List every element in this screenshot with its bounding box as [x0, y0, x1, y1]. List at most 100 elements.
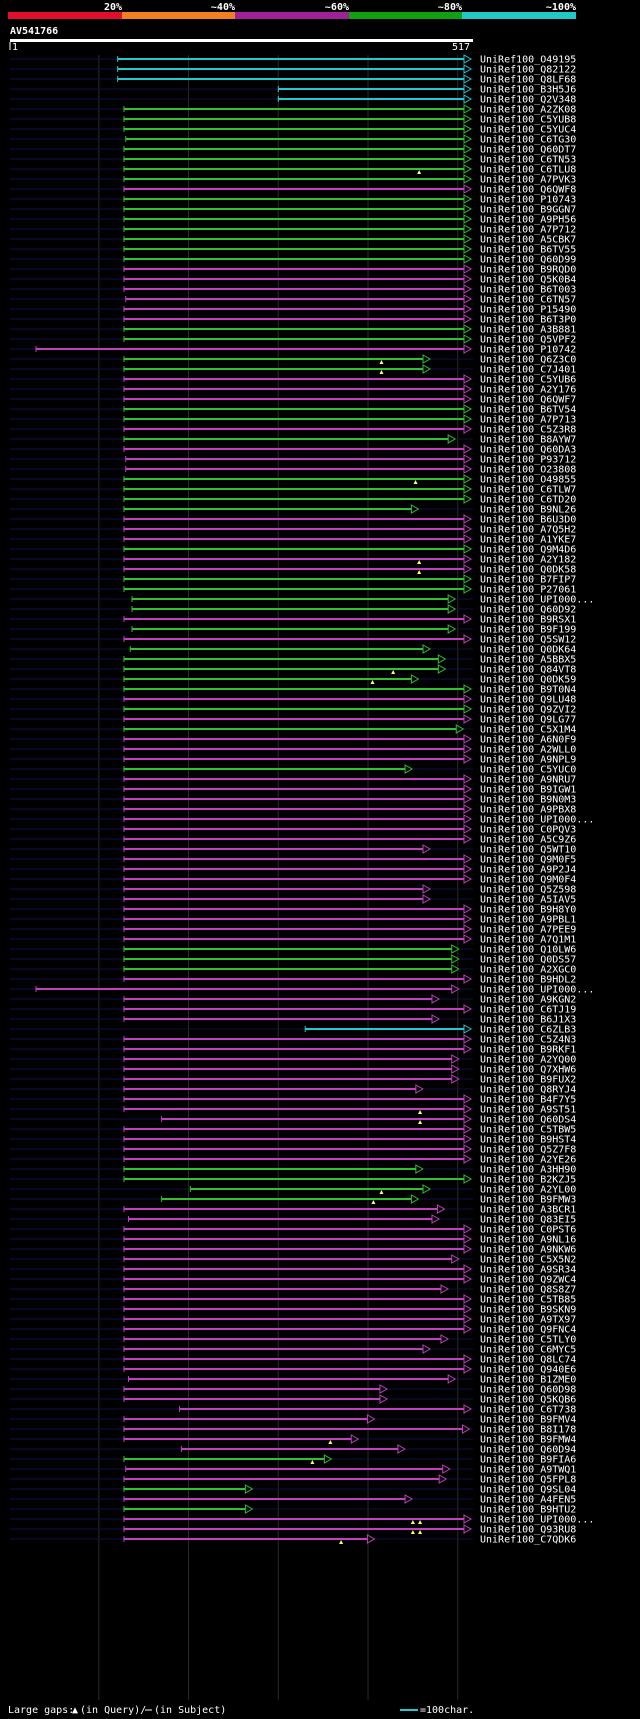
hit-label[interactable]: UniRef100_B4F7Y5	[480, 1095, 576, 1106]
hit-label[interactable]: UniRef100_C5TBW5	[480, 1125, 576, 1136]
hit-label[interactable]: UniRef100_C5Z3R8	[480, 425, 576, 436]
hit-label[interactable]: UniRef100_A9KGN2	[480, 995, 576, 1006]
hit-label[interactable]: UniRef100_Q60DT7	[480, 145, 576, 156]
hit-row[interactable]: UniRef100_Q8RYJ4	[10, 1084, 576, 1096]
hit-row[interactable]: UniRef100_Q9LU48	[10, 694, 576, 706]
hit-row[interactable]: UniRef100_Q60DA3	[10, 444, 576, 456]
hit-row[interactable]: UniRef100_B6J1X3	[10, 1014, 576, 1026]
hit-label[interactable]: UniRef100_Q60D98	[480, 1385, 576, 1396]
hit-row[interactable]: UniRef100_C5YUB6	[10, 374, 576, 386]
hit-row[interactable]: UniRef100_A9PBX8	[10, 804, 576, 816]
hit-label[interactable]: UniRef100_A7P712	[480, 225, 576, 236]
hit-label[interactable]: UniRef100_UPI000...	[480, 595, 594, 606]
hit-label[interactable]: UniRef100_A7Q1M1	[480, 935, 576, 946]
hit-label[interactable]: UniRef100_Q5Z7F8	[480, 1145, 576, 1156]
hit-label[interactable]: UniRef100_UPI000...	[480, 985, 594, 996]
hit-row[interactable]: UniRef100_UPI000...	[10, 1514, 594, 1526]
hit-row[interactable]: UniRef100_A2YE26	[10, 1154, 576, 1166]
hit-label[interactable]: UniRef100_Q5WT10	[480, 845, 576, 856]
hit-label[interactable]: UniRef100_C6TD20	[480, 495, 576, 506]
hit-row[interactable]: UniRef100_C5YUC0	[10, 764, 576, 776]
hit-label[interactable]: UniRef100_C0PST6	[480, 1225, 576, 1236]
hit-label[interactable]: UniRef100_UPI000...	[480, 815, 594, 826]
hit-row[interactable]: UniRef100_Q9M0F4	[10, 874, 576, 886]
hit-label[interactable]: UniRef100_Q9M0F4	[480, 875, 576, 886]
hit-label[interactable]: UniRef100_B1ZME0	[480, 1375, 576, 1386]
hit-row[interactable]: UniRef100_A9SR34	[10, 1264, 576, 1276]
hit-row[interactable]: UniRef100_B9FUX2	[10, 1074, 576, 1086]
hit-label[interactable]: UniRef100_Q83EI5	[480, 1215, 576, 1226]
hit-row[interactable]: UniRef100_A9TWQ1	[10, 1464, 576, 1476]
hit-label[interactable]: UniRef100_Q9ZWC4	[480, 1275, 576, 1286]
hit-row[interactable]: UniRef100_B9FMV4	[10, 1414, 576, 1426]
hit-label[interactable]: UniRef100_Q9SL04	[480, 1485, 576, 1496]
hit-row[interactable]: UniRef100_B9FIA6	[10, 1454, 576, 1466]
hit-row[interactable]: UniRef100_B9GGN7	[10, 204, 576, 216]
hit-row[interactable]: UniRef100_Q5KQB6	[10, 1394, 576, 1406]
hit-row[interactable]: UniRef100_O23808	[10, 464, 576, 476]
hit-row[interactable]: UniRef100_UPI000...	[10, 814, 594, 826]
hit-row[interactable]: UniRef100_Q8LF68	[10, 74, 576, 86]
hit-row[interactable]: UniRef100_Q93RU8	[10, 1524, 576, 1536]
hit-label[interactable]: UniRef100_Q60D92	[480, 605, 576, 616]
hit-label[interactable]: UniRef100_C6TG30	[480, 135, 576, 146]
hit-row[interactable]: UniRef100_P10742	[10, 344, 576, 356]
hit-row[interactable]: UniRef100_C6TD20	[10, 494, 576, 506]
hit-row[interactable]: UniRef100_C0PQV3	[10, 824, 576, 836]
hit-label[interactable]: UniRef100_A7P713	[480, 415, 576, 426]
hit-row[interactable]: UniRef100_B9F199	[10, 624, 576, 636]
hit-label[interactable]: UniRef100_A5C9Z6	[480, 835, 576, 846]
hit-row[interactable]: UniRef100_A6N0F9	[10, 734, 576, 746]
hit-label[interactable]: UniRef100_A3HH90	[480, 1165, 576, 1176]
hit-label[interactable]: UniRef100_Q8LC74	[480, 1355, 576, 1366]
hit-row[interactable]: UniRef100_Q82122	[10, 64, 576, 76]
hit-row[interactable]: UniRef100_C5X1M4	[10, 724, 576, 736]
hit-row[interactable]: UniRef100_P93712	[10, 454, 576, 466]
hit-label[interactable]: UniRef100_Q2V348	[480, 95, 576, 106]
hit-label[interactable]: UniRef100_A9NPL9	[480, 755, 576, 766]
hit-row[interactable]: UniRef100_B4F7Y5	[10, 1094, 576, 1106]
hit-row[interactable]: UniRef100_A7PEE9	[10, 924, 576, 936]
hit-label[interactable]: UniRef100_Q9ZVI2	[480, 705, 576, 716]
hit-label[interactable]: UniRef100_B9IGW1	[480, 785, 576, 796]
hit-label[interactable]: UniRef100_P10743	[480, 195, 576, 206]
hit-label[interactable]: UniRef100_Q940E6	[480, 1365, 576, 1376]
hit-label[interactable]: UniRef100_B9N0M3	[480, 795, 576, 806]
hit-row[interactable]: UniRef100_A5C9Z6	[10, 834, 576, 846]
hit-label[interactable]: UniRef100_A2XGC0	[480, 965, 576, 976]
hit-row[interactable]: UniRef100_Q0DS57	[10, 954, 576, 966]
hit-label[interactable]: UniRef100_Q6Z3C0	[480, 355, 576, 366]
hit-label[interactable]: UniRef100_Q0DS57	[480, 955, 576, 966]
hit-label[interactable]: UniRef100_B9FIA6	[480, 1455, 576, 1466]
hit-label[interactable]: UniRef100_C5TB85	[480, 1295, 576, 1306]
hit-label[interactable]: UniRef100_Q8RYJ4	[480, 1085, 576, 1096]
hit-row[interactable]: UniRef100_Q9LG77	[10, 714, 576, 726]
hit-row[interactable]: UniRef100_C7J401	[10, 364, 576, 376]
hit-label[interactable]: UniRef100_B9FUX2	[480, 1075, 576, 1086]
hit-row[interactable]: UniRef100_A2Y176	[10, 384, 576, 396]
hit-label[interactable]: UniRef100_A2Y182	[480, 555, 576, 566]
hit-row[interactable]: UniRef100_A7Q5H2	[10, 524, 576, 536]
hit-row[interactable]: UniRef100_C6ZLB3	[10, 1024, 576, 1036]
hit-label[interactable]: UniRef100_B9HDL2	[480, 975, 576, 986]
hit-label[interactable]: UniRef100_Q6QWF7	[480, 395, 576, 406]
hit-label[interactable]: UniRef100_A9NKW6	[480, 1245, 576, 1256]
hit-label[interactable]: UniRef100_A9SR34	[480, 1265, 576, 1276]
hit-row[interactable]: UniRef100_C6TG30	[10, 134, 576, 146]
hit-row[interactable]: UniRef100_A9NRU7	[10, 774, 576, 786]
hit-row[interactable]: UniRef100_Q5Z7F8	[10, 1144, 576, 1156]
hit-label[interactable]: UniRef100_B6TV55	[480, 245, 576, 256]
hit-label[interactable]: UniRef100_B8I178	[480, 1425, 576, 1436]
hit-row[interactable]: UniRef100_B9T0N4	[10, 684, 576, 696]
hit-label[interactable]: UniRef100_P15490	[480, 305, 576, 316]
hit-row[interactable]: UniRef100_Q60DT7	[10, 144, 576, 156]
hit-row[interactable]: UniRef100_Q0DK59	[10, 674, 576, 686]
hit-row[interactable]: UniRef100_Q5WT10	[10, 844, 576, 856]
hit-row[interactable]: UniRef100_C0PST6	[10, 1224, 576, 1236]
hit-row[interactable]: UniRef100_Q5K0B4	[10, 274, 576, 286]
hit-row[interactable]: UniRef100_UPI000...	[10, 594, 594, 606]
hit-row[interactable]: UniRef100_B3H5J6	[10, 84, 576, 96]
hit-row[interactable]: UniRef100_C5Z4N3	[10, 1034, 576, 1046]
hit-row[interactable]: UniRef100_Q60D94	[10, 1444, 576, 1456]
hit-label[interactable]: UniRef100_C5YUC0	[480, 765, 576, 776]
